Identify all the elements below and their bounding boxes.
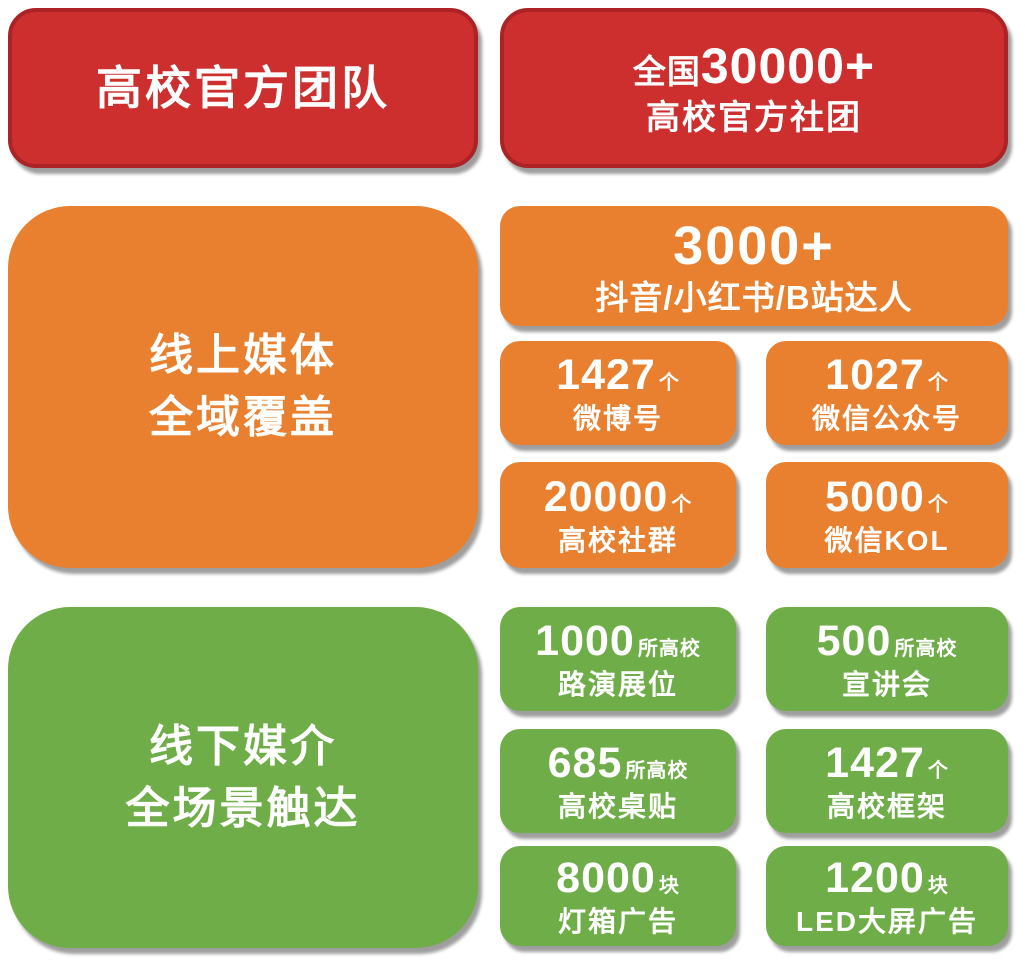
- official-team-stat-box: 全国 30000+ 高校官方社团: [500, 8, 1008, 168]
- official-team-title: 高校官方团队: [96, 61, 390, 114]
- stat-line: 1027 个: [825, 351, 949, 400]
- offline-stat-led-screen: 1200 块 LED大屏广告: [766, 846, 1008, 946]
- stat-line: 1427 个: [825, 739, 949, 788]
- stat-line: 1200 块: [825, 854, 949, 903]
- stat-line: 500 所高校: [817, 617, 958, 666]
- stat-label: 高校桌贴: [557, 791, 678, 823]
- online-stat-wechat-official: 1027 个 微信公众号: [766, 341, 1008, 445]
- stat-unit: 所高校: [637, 637, 701, 660]
- official-stat-number: 30000+: [700, 37, 876, 94]
- stat-label: 路演展位: [557, 669, 678, 701]
- offline-media-title-box: 线下媒介 全场景触达: [8, 607, 478, 948]
- offline-stat-presentation: 500 所高校 宣讲会: [766, 607, 1008, 711]
- stat-unit: 块: [658, 874, 680, 897]
- stat-number: 20000: [543, 472, 669, 521]
- stat-number: 5000: [825, 472, 925, 521]
- offline-stat-lightbox: 8000 块 灯箱广告: [500, 846, 736, 946]
- stat-number: 8000: [556, 853, 656, 902]
- online-media-title-line2: 全域覆盖: [149, 393, 337, 442]
- stat-number: 1200: [825, 853, 925, 902]
- stat-unit: 个: [927, 759, 949, 782]
- stat-unit: 块: [927, 874, 949, 897]
- stat-number: 1000: [535, 616, 635, 665]
- stat-line: 1000 所高校: [535, 617, 701, 666]
- stat-label: 灯箱广告: [557, 906, 678, 938]
- offline-stat-roadshow: 1000 所高校 路演展位: [500, 607, 736, 711]
- online-stat-wechat-kol: 5000 个 微信KOL: [766, 462, 1008, 568]
- stat-unit: 个: [671, 493, 693, 516]
- offline-media-title-line2: 全场景触达: [125, 783, 361, 833]
- stat-number: 1427: [556, 350, 656, 399]
- offline-media-title-line1: 线下媒介: [149, 721, 337, 771]
- online-stat-weibo: 1427 个 微博号: [500, 341, 736, 445]
- stat-unit: 个: [658, 371, 680, 394]
- stat-number: 1427: [825, 738, 925, 787]
- online-stat-campus-groups: 20000 个 高校社群: [500, 462, 736, 568]
- stat-line: 5000 个: [825, 473, 949, 522]
- stat-unit: 个: [927, 371, 949, 394]
- stat-unit: 所高校: [625, 759, 689, 782]
- online-media-title-line1: 线上媒体: [149, 331, 337, 381]
- stat-number: 3000+: [673, 215, 835, 276]
- stat-label: LED大屏广告: [795, 906, 978, 938]
- official-team-stat-line: 全国 30000+: [633, 38, 875, 96]
- stat-label: 高校框架: [826, 791, 947, 823]
- stat-number: 1027: [825, 350, 925, 399]
- stat-label: 宣讲会: [841, 669, 932, 701]
- stat-unit: 所高校: [894, 637, 958, 660]
- stat-label: 微信KOL: [824, 525, 950, 557]
- official-stat-prefix: 全国: [632, 52, 701, 90]
- stat-number: 500: [816, 616, 892, 665]
- online-media-title-box: 线上媒体 全域覆盖: [8, 206, 478, 568]
- online-stat-influencers: 3000+ 抖音/小红书/B站达人: [500, 206, 1008, 326]
- stat-label: 高校社群: [557, 525, 678, 557]
- official-stat-label: 高校官方社团: [646, 99, 862, 138]
- stat-line: 1427 个: [556, 351, 680, 400]
- official-team-title-box: 高校官方团队: [8, 8, 478, 168]
- stat-label: 微博号: [572, 403, 663, 435]
- stat-line: 8000 块: [556, 854, 680, 903]
- stat-number: 685: [547, 738, 623, 787]
- offline-stat-desk-sticker: 685 所高校 高校桌贴: [500, 729, 736, 833]
- stat-line: 20000 个: [544, 473, 693, 522]
- stat-unit: 个: [927, 493, 949, 516]
- offline-stat-frame: 1427 个 高校框架: [766, 729, 1008, 833]
- stat-label: 抖音/小红书/B站达人: [595, 279, 913, 317]
- stat-label: 微信公众号: [811, 403, 962, 435]
- stat-line: 685 所高校: [548, 739, 689, 788]
